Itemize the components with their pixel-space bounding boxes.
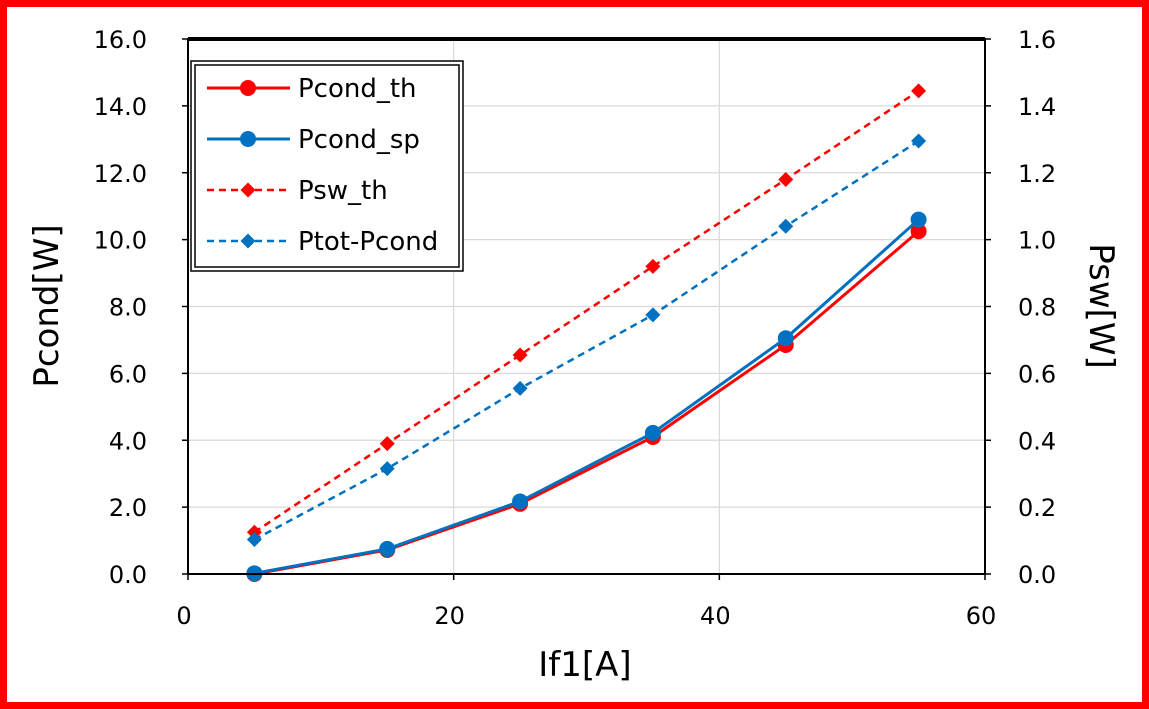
series-line	[253, 139, 920, 541]
series-layer	[246, 83, 927, 582]
y-tick-label: 8.0	[109, 294, 147, 322]
data-point	[379, 461, 395, 477]
legend-swatch-marker	[240, 182, 256, 198]
x-tick-label: 40	[700, 602, 731, 630]
data-point	[512, 380, 528, 396]
y2-tick-label: 0.4	[1018, 427, 1056, 455]
legend-entry: Psw_th	[207, 176, 388, 206]
series-pcond-sp	[246, 211, 927, 582]
data-point	[644, 424, 661, 441]
y2-tick-label: 1.6	[1018, 26, 1056, 54]
legend-swatch-marker	[240, 131, 256, 147]
series-line	[254, 230, 920, 576]
y-tick-label: 14.0	[94, 93, 147, 121]
legend-box-outer	[190, 60, 464, 272]
data-point	[910, 223, 927, 240]
ticks: 0.0 0.0 2.0 0.2 4.0 0.4 6.0 0.6 8.0 0.8 10.0 1.0 12.…	[94, 26, 1057, 630]
legend-label: Psw_th	[298, 176, 388, 206]
y-tick-label: 16.0	[94, 26, 147, 54]
legend-box-inner	[194, 64, 460, 268]
data-point	[512, 347, 528, 363]
data-point	[246, 532, 262, 548]
y-tick-label: 10.0	[94, 227, 147, 255]
legend-label: Pcond_sp	[298, 125, 420, 155]
data-point	[778, 218, 794, 234]
series-ptot-pcond	[246, 133, 927, 548]
y2-tick-label: 1.2	[1018, 160, 1056, 188]
data-point	[777, 330, 794, 347]
y-tick-label: 4.0	[109, 427, 147, 455]
legend-swatch-marker	[240, 80, 256, 96]
x-tick-label: 60	[966, 602, 997, 630]
y2-tick-label: 0.2	[1018, 494, 1056, 522]
legend: Pcond_th Pcond_sp Psw_th Ptot-Pcond	[190, 60, 464, 272]
data-point	[512, 493, 529, 510]
y2-tick-label: 0.6	[1018, 360, 1056, 388]
x-tick-label: 20	[434, 602, 465, 630]
data-point	[911, 83, 927, 99]
y2-tick-label: 1.4	[1018, 93, 1056, 121]
legend-entry: Pcond_th	[207, 74, 417, 104]
y-tick-label: 0.0	[109, 561, 147, 589]
x-axis-label: If1[A]	[538, 645, 631, 685]
x-tick-label: 0	[176, 602, 191, 630]
data-point	[778, 171, 794, 187]
data-point	[911, 133, 927, 149]
data-point	[910, 211, 927, 228]
legend-swatch-marker	[240, 233, 256, 249]
legend-entry: Pcond_sp	[207, 125, 420, 155]
y2-axis-label: Psw[W]	[1081, 243, 1121, 369]
y-tick-label: 6.0	[109, 360, 147, 388]
y2-tick-label: 0.8	[1018, 294, 1056, 322]
data-point	[645, 258, 661, 274]
legend-label: Pcond_th	[298, 74, 417, 104]
data-point	[645, 307, 661, 323]
series-line	[253, 89, 920, 534]
y2-tick-label: 1.0	[1018, 227, 1056, 255]
data-point	[379, 436, 395, 452]
y2-tick-label: 0.0	[1018, 561, 1056, 589]
y-axis-label: Pcond[W]	[27, 224, 67, 387]
legend-label: Ptot-Pcond	[298, 227, 438, 257]
series-pcond-th	[246, 223, 927, 582]
series-line	[254, 218, 920, 575]
legend-entry: Ptot-Pcond	[207, 227, 438, 257]
y-tick-label: 12.0	[94, 160, 147, 188]
y-tick-label: 2.0	[109, 494, 147, 522]
data-point	[379, 540, 396, 557]
